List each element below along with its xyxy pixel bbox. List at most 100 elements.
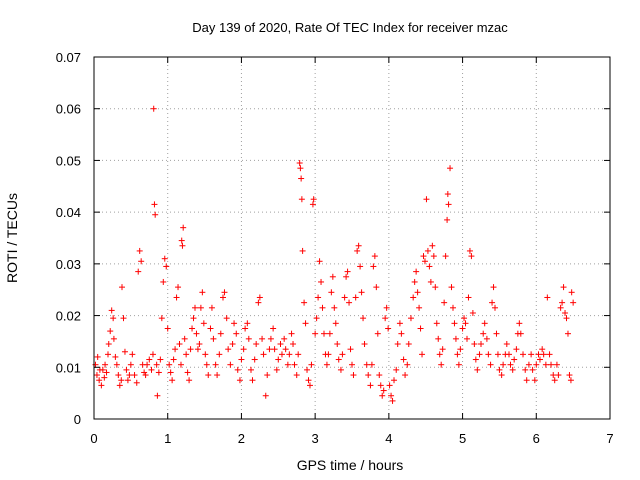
data-point [394,341,401,348]
data-point [131,372,138,379]
data-point [349,361,355,368]
data-point [262,392,269,399]
data-point [457,346,464,353]
data-point [559,299,566,306]
data-point [177,361,184,368]
data-point [439,346,446,353]
data-point [186,377,193,384]
data-point [528,351,535,358]
data-point [208,304,215,311]
data-point [187,346,194,353]
data-point [471,341,478,348]
data-point [181,335,188,342]
data-point [382,315,389,322]
data-points [92,105,577,404]
data-point [161,255,168,262]
data-point [223,315,230,322]
data-point [190,315,197,322]
data-point [313,315,320,322]
data-point [144,361,151,368]
data-point [286,351,293,358]
data-point [309,201,316,208]
data-point [371,253,378,260]
data-point [107,328,114,335]
data-point [424,247,431,254]
data-point [220,294,226,301]
data-point [490,284,497,291]
data-point [101,374,108,381]
data-point [347,346,354,353]
data-point [500,361,507,368]
data-point [267,335,274,342]
data-point [281,335,288,342]
data-point [441,299,448,306]
data-point [102,361,109,368]
data-point [444,191,451,198]
data-point [455,361,462,368]
data-point [411,278,418,285]
axis-ticks [93,56,611,420]
data-point [331,304,338,311]
data-point [120,315,127,322]
data-point [365,372,372,379]
data-point [152,211,159,218]
data-point [189,325,196,332]
data-point [423,196,430,203]
data-point [320,330,327,337]
data-point [385,325,392,332]
data-point [427,278,434,285]
data-point [496,366,503,373]
x-tick-label: 2 [238,431,245,446]
data-point [544,294,551,301]
data-point [148,366,155,373]
data-point [253,341,260,348]
data-point [386,382,393,389]
data-point [259,335,266,342]
data-point [169,377,176,384]
data-point [217,330,224,337]
data-point [173,294,180,301]
data-point [459,325,466,332]
data-point [172,346,179,353]
data-point [407,315,414,322]
data-point [233,330,240,337]
data-point [236,377,243,384]
data-point [92,361,99,368]
data-point [199,289,206,296]
data-point [112,353,119,360]
data-point [498,372,505,379]
y-tick-label: 0.02 [56,309,81,324]
data-point [517,330,524,337]
data-point [472,356,479,363]
data-point [151,201,158,208]
data-point [105,341,112,348]
data-point [404,361,411,368]
data-point [413,268,420,275]
data-point [436,351,443,358]
data-point [244,320,251,327]
data-point [110,315,117,322]
data-point [465,294,472,301]
data-point [430,253,437,260]
data-point [402,372,409,379]
data-point [229,341,236,348]
data-point [249,377,256,384]
data-point [277,341,284,348]
y-tick-label: 0.01 [56,360,81,375]
x-tick-label: 4 [385,431,392,446]
data-point [141,369,148,376]
data-point [564,330,571,337]
data-point [197,304,204,311]
data-point [516,320,523,327]
grid-lines [94,57,610,419]
data-point [503,341,510,348]
x-tick-label: 1 [164,431,171,446]
data-point [555,372,562,379]
data-point [196,341,203,348]
data-point [405,341,412,348]
data-point [507,361,514,368]
data-point [245,335,252,342]
data-point [238,356,245,363]
data-point [328,289,335,296]
data-point [509,366,516,373]
